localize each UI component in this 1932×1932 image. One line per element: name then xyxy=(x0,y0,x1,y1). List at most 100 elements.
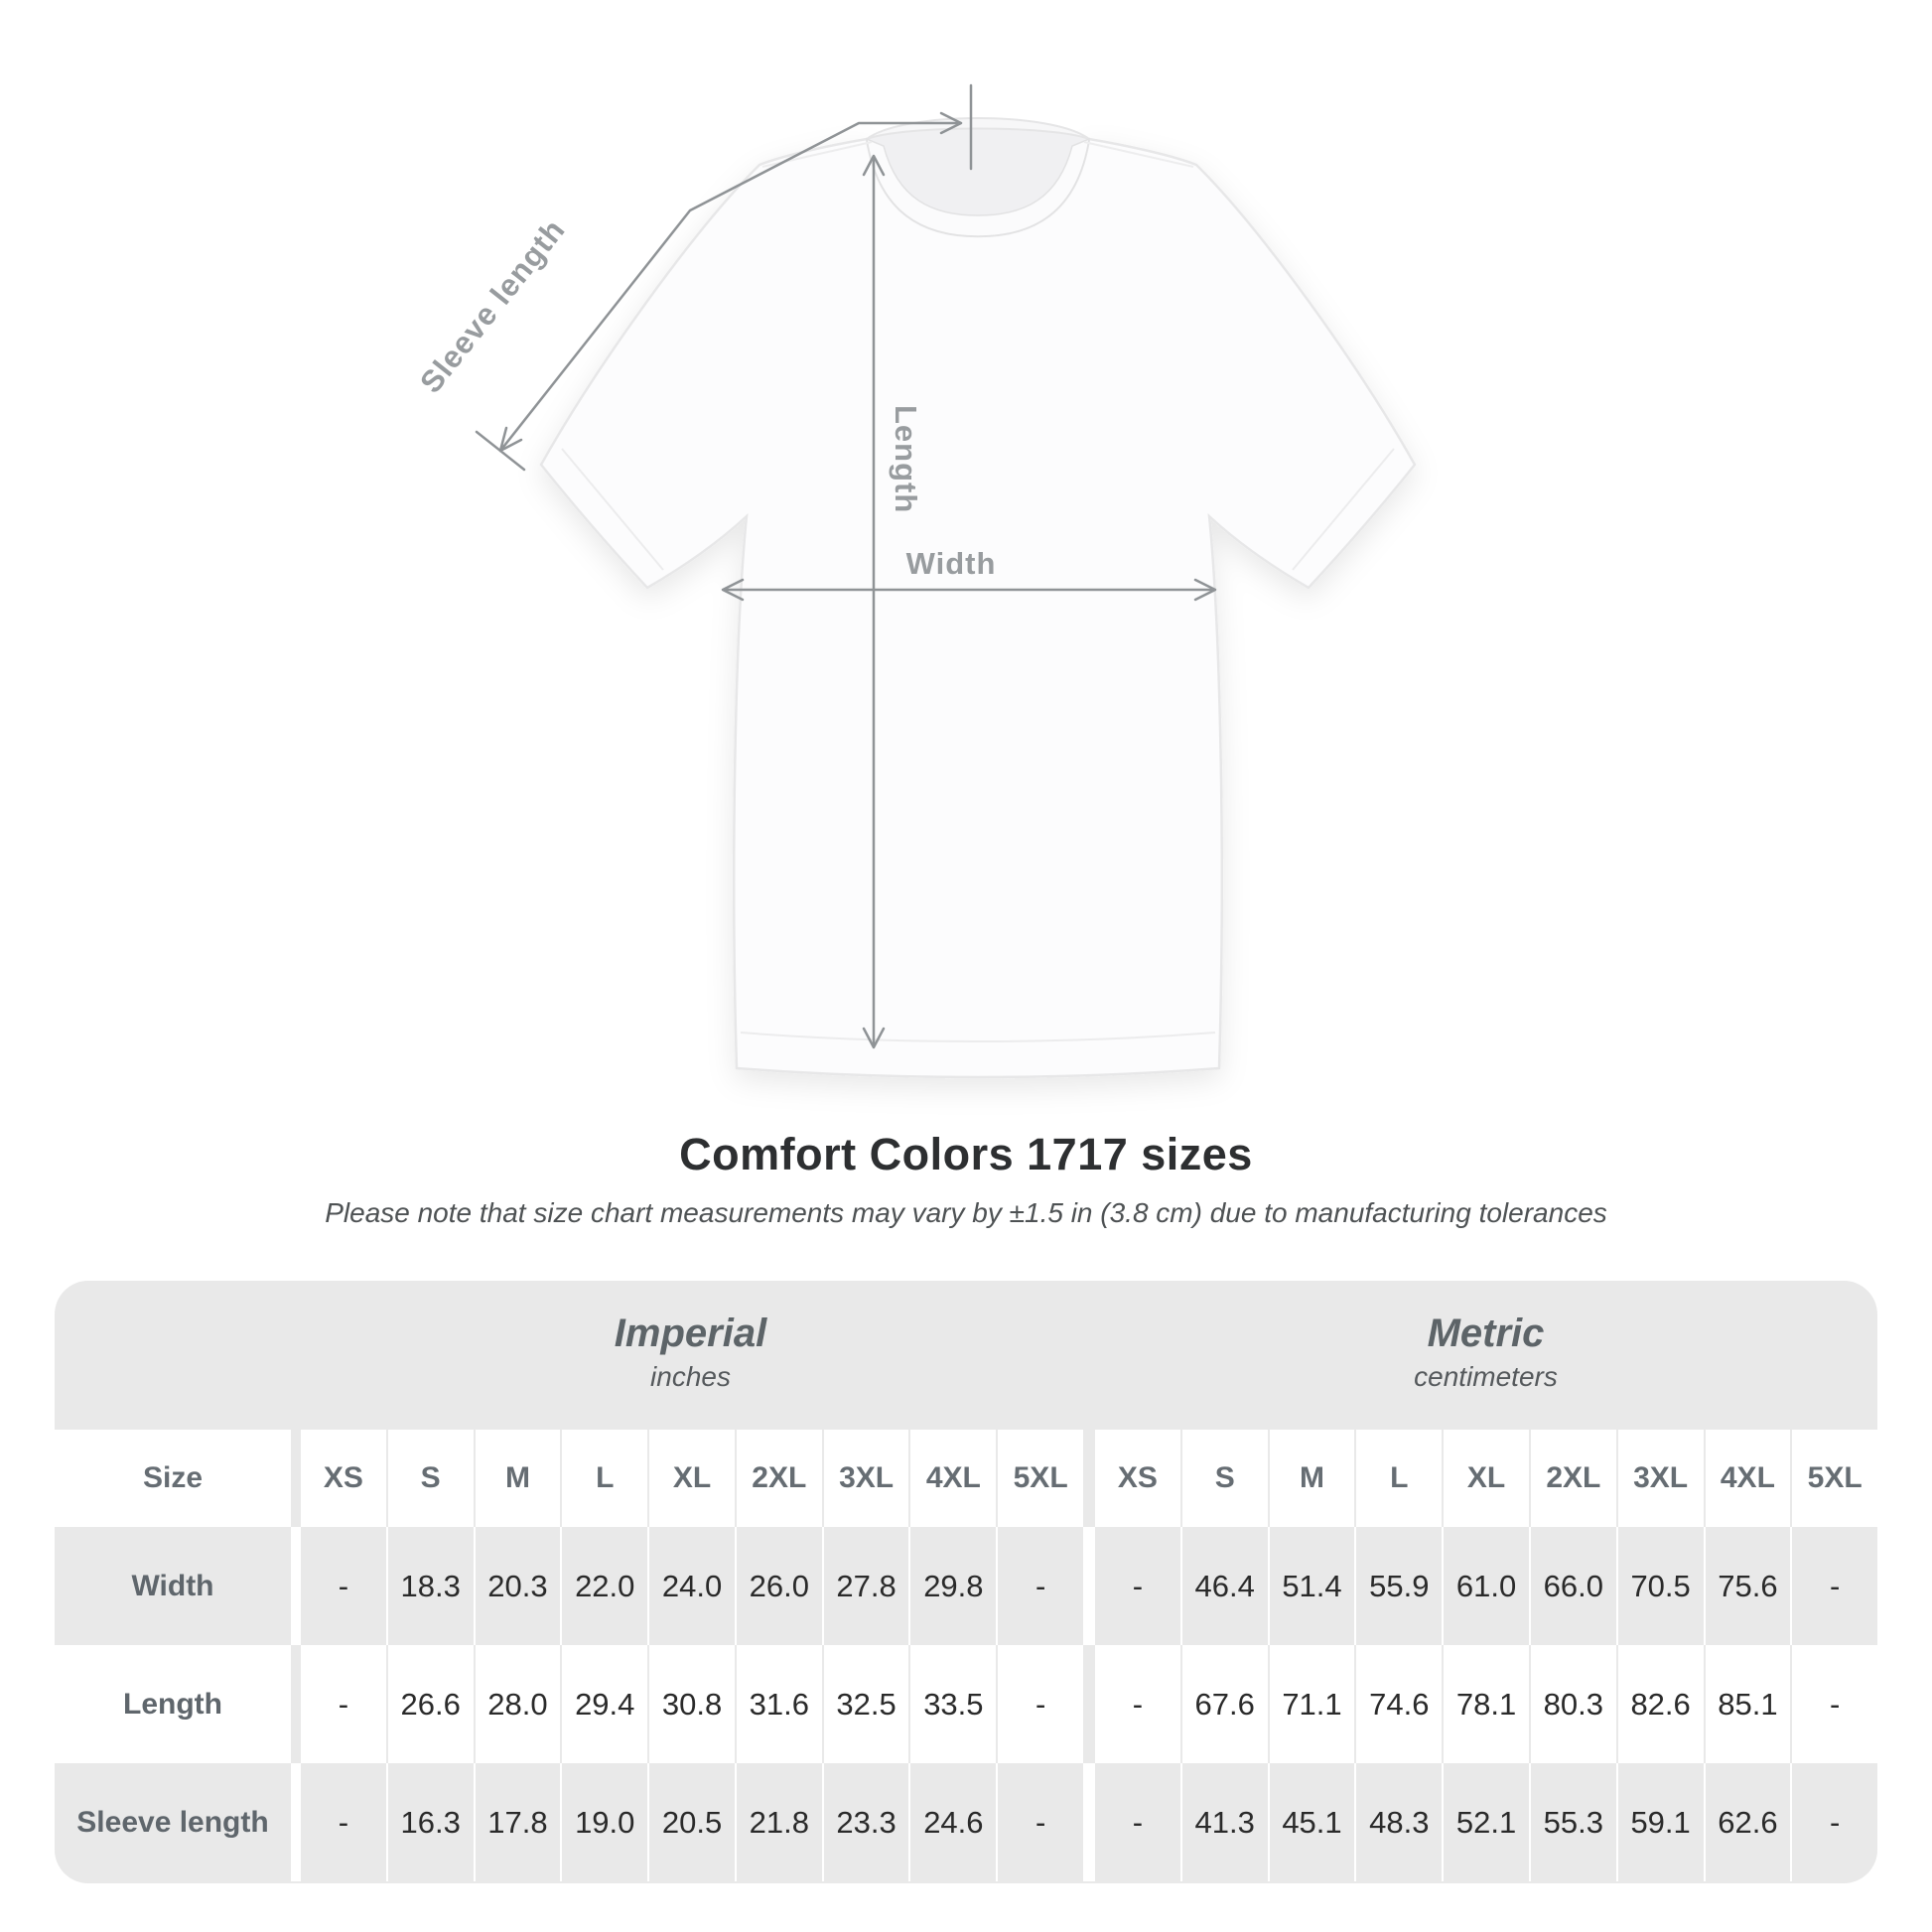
front-collar-band xyxy=(866,137,1090,237)
value-cell: 82.6 xyxy=(1617,1645,1704,1763)
value-cell: 31.6 xyxy=(736,1645,822,1763)
value-cell: 18.3 xyxy=(387,1527,474,1645)
value-cell: 55.9 xyxy=(1356,1527,1443,1645)
value-cell: 27.8 xyxy=(823,1527,909,1645)
value-cell: - xyxy=(1095,1645,1180,1763)
metric-group-title: Metric xyxy=(1427,1311,1545,1355)
size-cell: XL xyxy=(649,1430,735,1527)
sleeve-hem-right xyxy=(1292,448,1395,571)
size-cell: XS xyxy=(1095,1430,1180,1527)
size-cell: 5XL xyxy=(998,1430,1084,1527)
value-cell: - xyxy=(998,1763,1084,1881)
value-cell: 61.0 xyxy=(1444,1527,1529,1645)
size-cell: S xyxy=(1181,1430,1268,1527)
length-measure-line xyxy=(862,154,886,1049)
column-divider xyxy=(1085,1763,1093,1881)
value-cell: 85.1 xyxy=(1705,1645,1791,1763)
value-cell: - xyxy=(998,1527,1084,1645)
value-cell: 46.4 xyxy=(1181,1527,1268,1645)
row-label-cell: Sleeve length xyxy=(55,1763,291,1881)
row-label-cell: Width xyxy=(55,1527,291,1645)
unit-group-header-row: Imperial inches Metric centimeters xyxy=(55,1281,1877,1430)
value-cell: 67.6 xyxy=(1181,1645,1268,1763)
size-cell: M xyxy=(1269,1430,1355,1527)
value-cell: 22.0 xyxy=(562,1527,648,1645)
size-cell: XS xyxy=(301,1430,386,1527)
size-cell: 2XL xyxy=(1530,1430,1616,1527)
value-cell: - xyxy=(301,1763,386,1881)
value-cell: 32.5 xyxy=(823,1645,909,1763)
imperial-group-title: Imperial xyxy=(614,1311,767,1355)
sleeve-hem-left xyxy=(561,448,664,571)
size-cell: 4XL xyxy=(1705,1430,1791,1527)
sleeve-length-measure-line xyxy=(475,83,973,472)
measurement-row: Width -18.3 20.3 22.0 24.0 26.0 27.8 29.8- -46.4… xyxy=(55,1527,1877,1645)
row-label-cell: Length xyxy=(55,1645,291,1763)
value-cell: 20.3 xyxy=(475,1527,561,1645)
value-cell: 23.3 xyxy=(823,1763,909,1881)
value-cell: - xyxy=(1792,1527,1877,1645)
value-cell: 24.6 xyxy=(910,1763,997,1881)
value-cell: 33.5 xyxy=(910,1645,997,1763)
value-cell: 29.8 xyxy=(910,1527,997,1645)
value-cell: 80.3 xyxy=(1530,1645,1616,1763)
value-cell: 48.3 xyxy=(1356,1763,1443,1881)
size-header-row: Size XS S M L XL 2XL 3XL 4XL 5XL XS S M L XL 2XL 3XL 4XL 5… xyxy=(55,1430,1877,1527)
value-cell: 70.5 xyxy=(1617,1527,1704,1645)
column-divider xyxy=(293,1430,299,1527)
column-divider xyxy=(293,1645,299,1763)
value-cell: 20.5 xyxy=(649,1763,735,1881)
size-cell: 2XL xyxy=(736,1430,822,1527)
width-measure-line xyxy=(721,578,1217,602)
value-cell: 19.0 xyxy=(562,1763,648,1881)
group-header-spacer xyxy=(55,1281,299,1430)
value-cell: 74.6 xyxy=(1356,1645,1443,1763)
value-cell: 66.0 xyxy=(1530,1527,1616,1645)
size-cell: 5XL xyxy=(1792,1430,1877,1527)
value-cell: 51.4 xyxy=(1269,1527,1355,1645)
value-cell: 75.6 xyxy=(1705,1527,1791,1645)
tshirt-diagram: Sleeve length Length Width xyxy=(413,83,1417,1079)
value-cell: 55.3 xyxy=(1530,1763,1616,1881)
size-cell: XL xyxy=(1444,1430,1529,1527)
measurement-row: Length -26.6 28.0 29.4 30.8 31.6 32.5 33.5- -67.… xyxy=(55,1645,1877,1763)
column-divider xyxy=(1085,1645,1093,1763)
value-cell: 52.1 xyxy=(1444,1763,1529,1881)
value-cell: - xyxy=(1792,1645,1877,1763)
column-divider xyxy=(1085,1527,1093,1645)
value-cell: - xyxy=(301,1645,386,1763)
value-cell: - xyxy=(1792,1763,1877,1881)
value-cell: 30.8 xyxy=(649,1645,735,1763)
value-cell: 29.4 xyxy=(562,1645,648,1763)
value-cell: 26.0 xyxy=(736,1527,822,1645)
sleeve-length-label: Sleeve length xyxy=(413,212,572,399)
column-divider xyxy=(293,1763,299,1881)
tshirt-body xyxy=(539,137,1417,1079)
value-cell: 62.6 xyxy=(1705,1763,1791,1881)
measurement-row: Sleeve length -16.3 17.8 19.0 20.5 21.8 23.3 24… xyxy=(55,1763,1877,1881)
page-subtitle: Please note that size chart measurements… xyxy=(325,1197,1607,1228)
size-header-cell: Size xyxy=(55,1430,291,1527)
size-table-rows: Size XS S M L XL 2XL 3XL 4XL 5XL XS S M L XL 2XL 3XL 4XL 5… xyxy=(55,1430,1877,1881)
size-cell: 3XL xyxy=(1617,1430,1704,1527)
value-cell: - xyxy=(1095,1527,1180,1645)
imperial-group-subtitle: inches xyxy=(650,1361,731,1392)
value-cell: 59.1 xyxy=(1617,1763,1704,1881)
group-divider xyxy=(1082,1281,1094,1430)
bottom-hem-stitch xyxy=(740,1032,1216,1042)
value-cell: 26.6 xyxy=(387,1645,474,1763)
width-label: Width xyxy=(906,546,997,581)
size-cell: L xyxy=(1356,1430,1443,1527)
column-divider xyxy=(1085,1430,1093,1527)
value-cell: 41.3 xyxy=(1181,1763,1268,1881)
size-cell: M xyxy=(475,1430,561,1527)
value-cell: 78.1 xyxy=(1444,1645,1529,1763)
value-cell: 28.0 xyxy=(475,1645,561,1763)
page-title: Comfort Colors 1717 sizes xyxy=(679,1129,1253,1179)
value-cell: 71.1 xyxy=(1269,1645,1355,1763)
size-cell: L xyxy=(562,1430,648,1527)
tshirt-illustration xyxy=(539,117,1417,1079)
value-cell: - xyxy=(301,1527,386,1645)
size-table-card: Imperial inches Metric centimeters Size X… xyxy=(55,1281,1877,1883)
